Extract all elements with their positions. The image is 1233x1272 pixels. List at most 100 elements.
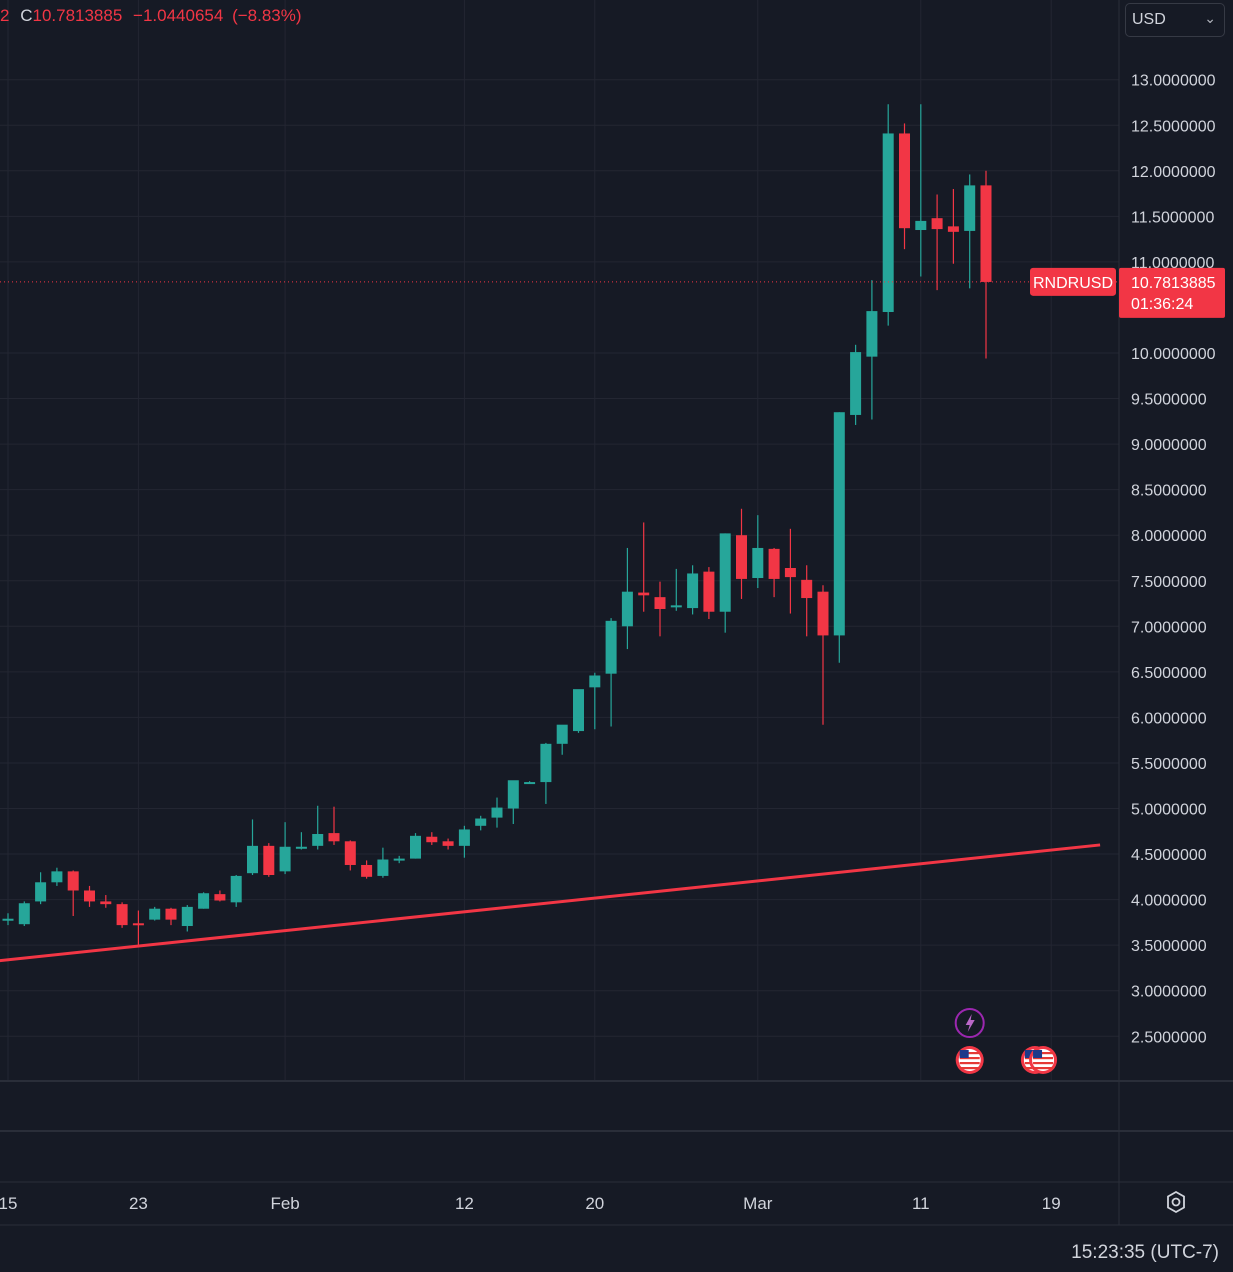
candle-up (866, 280, 878, 420)
candle-up (247, 819, 258, 876)
candle-body (524, 782, 536, 785)
trendline-layer (0, 843, 1101, 963)
candle-up (507, 780, 519, 824)
candle-down (361, 860, 373, 879)
y-tick-label: 6.0000000 (1131, 710, 1207, 727)
clock-timezone[interactable]: 15:23:35 (UTC-7) (1071, 1242, 1219, 1263)
candle-body (719, 533, 731, 612)
candle-up (540, 742, 552, 804)
settings-gear-icon[interactable] (1162, 1188, 1190, 1216)
candle-down (980, 170, 992, 359)
candle-body (426, 836, 438, 843)
candle-up (475, 815, 487, 831)
candle-down (736, 508, 747, 599)
x-tick-label: 19 (1042, 1194, 1061, 1213)
candle-body (621, 591, 633, 627)
candle-body (540, 743, 552, 783)
candle-up (198, 892, 210, 909)
candle-body (507, 780, 519, 809)
candle-body (393, 858, 405, 861)
ohlc-legend: 2 C10.7813885 −1.0440654 (−8.83%) (0, 6, 302, 26)
legend-prefix: 2 (0, 6, 10, 25)
candle-up (605, 618, 617, 727)
candle-up (556, 724, 568, 755)
candle-body (589, 675, 601, 688)
y-tick-label: 8.5000000 (1131, 483, 1207, 500)
candle-up (719, 533, 731, 633)
candle-body (605, 620, 617, 674)
currency-value: USD (1132, 11, 1166, 28)
candle-up (573, 689, 584, 733)
events-layer (954, 1008, 1058, 1074)
candle-down (263, 843, 275, 877)
candle-body (312, 834, 324, 846)
y-tick-label: 5.0000000 (1131, 802, 1207, 819)
y-tick-label: 2.5000000 (1131, 1029, 1207, 1046)
candle-down (426, 832, 438, 845)
flag-canton (1033, 1050, 1043, 1058)
candle-body (2, 918, 14, 921)
y-tick-label: 9.5000000 (1131, 392, 1207, 409)
candle-up (833, 412, 845, 663)
candle-up (524, 781, 536, 785)
candle-body (980, 185, 992, 282)
candle-down (100, 895, 112, 908)
x-tick-label: 20 (585, 1194, 604, 1213)
y-tick-label: 10.0000000 (1131, 346, 1216, 363)
candle-down (768, 547, 780, 598)
chevron-down-icon: ⌄ (1204, 10, 1216, 26)
candle-down (116, 902, 128, 928)
candle-up (377, 847, 389, 878)
x-tick-label: 23 (129, 1194, 148, 1213)
candle-body (703, 571, 715, 612)
candle-body (866, 311, 878, 357)
candle-up (295, 832, 307, 850)
candle-up (882, 104, 894, 326)
x-tick-label: 11 (912, 1194, 930, 1213)
candle-up (621, 547, 633, 650)
candle-up (312, 805, 324, 850)
flag-stripe (1033, 1057, 1054, 1060)
candle-down (67, 870, 79, 916)
candle-body (18, 903, 30, 925)
x-tick-label: 12 (455, 1194, 474, 1213)
candle-body (230, 875, 242, 903)
candle-body (442, 841, 454, 846)
price-tag-countdown: 01:36:24 (1131, 296, 1193, 313)
candle-up (51, 867, 63, 886)
candle-body (801, 579, 813, 599)
candle-down (784, 528, 796, 614)
flag-canton (1024, 1050, 1034, 1058)
candle-body (638, 592, 650, 596)
candle-body (35, 882, 47, 902)
candle-body (654, 597, 666, 609)
candle-body (931, 218, 943, 230)
candle-down (328, 806, 340, 845)
candle-up (687, 565, 699, 615)
candle-down (947, 189, 959, 264)
candle-body (882, 133, 894, 313)
candle-body (736, 535, 747, 579)
y-tick-label: 3.0000000 (1131, 984, 1207, 1001)
candle-up (35, 872, 47, 905)
currency-select[interactable]: USD ⌄ (1125, 3, 1225, 37)
candle-up (850, 344, 862, 425)
time-axis: 15 23 Feb 12 20 Mar 11 19 (0, 1194, 1061, 1213)
chart-grid (0, 0, 1233, 1226)
change-percent: (−8.83%) (232, 6, 302, 25)
flag-stripe (1033, 1052, 1054, 1055)
candle-down (654, 581, 666, 637)
candle-body (687, 573, 699, 609)
candle-body (491, 807, 503, 818)
y-tick-label: 8.0000000 (1131, 528, 1207, 545)
candle-body (947, 226, 959, 232)
y-tick-label: 11.0000000 (1131, 255, 1214, 272)
candle-up (915, 104, 927, 277)
candle-body (214, 894, 226, 901)
candle-body (247, 845, 258, 874)
candle-body (964, 185, 976, 231)
candles-layer (2, 104, 992, 946)
candle-body (752, 547, 764, 579)
candle-down (817, 585, 829, 725)
